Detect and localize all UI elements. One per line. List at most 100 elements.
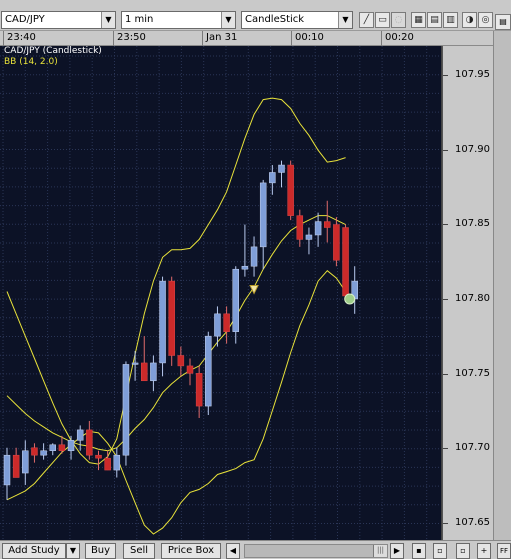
candle-body — [31, 447, 38, 456]
candle-body — [305, 234, 313, 240]
price-axis: 107.95 107.90 107.85 107.80 107.75 107.7… — [442, 46, 493, 540]
settings-icon[interactable]: ◎ — [478, 12, 493, 28]
candle-body — [205, 335, 212, 407]
candle-body — [122, 364, 130, 456]
price-label: 107.90 — [455, 144, 490, 155]
last-price-marker — [344, 293, 356, 305]
chart-title: CAD/JPY (Candlestick) — [4, 46, 102, 56]
time-label: 23:40 — [7, 32, 36, 43]
time-tick — [113, 31, 114, 46]
candle-body — [168, 280, 175, 356]
candle-body — [314, 221, 322, 236]
candle-body — [67, 440, 75, 451]
price-label: 107.65 — [455, 517, 490, 528]
bb-middle-band — [6, 215, 346, 452]
draw-line-button[interactable]: ╱ — [359, 12, 374, 28]
candle-body — [150, 362, 157, 382]
time-label: 00:20 — [385, 32, 414, 43]
candle-body — [342, 227, 349, 297]
time-label: 23:50 — [117, 32, 146, 43]
candle-body — [40, 450, 47, 456]
interval-value: 1 min — [125, 14, 154, 25]
time-axis: 23:40 23:50 Jan 31 00:10 00:20 — [0, 31, 493, 46]
collapse-button[interactable]: FF — [497, 543, 511, 559]
candle-body — [159, 280, 166, 364]
add-study-button[interactable]: Add Study — [2, 543, 66, 559]
candle-body — [58, 444, 66, 451]
grid-button[interactable]: ▦ — [411, 12, 426, 28]
candle-body — [214, 313, 221, 337]
candle-body — [296, 215, 304, 240]
candle-body — [3, 454, 11, 486]
candle-body — [177, 355, 185, 367]
candle-body — [12, 454, 20, 478]
candle-body — [141, 362, 148, 382]
price-label: 107.85 — [455, 218, 490, 229]
chevron-down-icon[interactable]: ▼ — [221, 12, 235, 28]
time-tick — [3, 31, 4, 46]
candle-body — [186, 365, 194, 374]
candle-body — [259, 182, 267, 248]
candle-body — [22, 450, 29, 474]
candle-body — [86, 429, 93, 456]
scroll-right-button[interactable]: ▶ — [390, 543, 404, 559]
scroll-left-button[interactable]: ◀ — [226, 543, 240, 559]
candle-body — [223, 313, 230, 332]
bottom-bar: Add Study ▼ Buy Sell Price Box ◀ ||| ▶ ▪… — [0, 540, 511, 559]
price-tick — [443, 299, 448, 300]
horizontal-scrollbar[interactable]: ||| — [244, 544, 388, 558]
zoom-out-button[interactable]: ▪ — [412, 543, 426, 559]
chart-plot[interactable]: CAD/JPY (Candlestick) BB (14, 2.0) — [0, 46, 442, 540]
price-label: 107.95 — [455, 69, 490, 80]
add-icon[interactable]: + — [477, 543, 491, 559]
time-label: Jan 31 — [206, 32, 238, 43]
candle-body — [324, 221, 331, 228]
window-option-button[interactable]: ▤ — [495, 14, 511, 30]
chevron-down-icon[interactable]: ▼ — [338, 12, 352, 28]
price-tick — [443, 150, 448, 151]
alert-flag-icon — [249, 285, 259, 295]
candle-body — [104, 457, 111, 471]
buy-button[interactable]: Buy — [85, 543, 116, 559]
candle-body — [195, 373, 203, 407]
price-tick — [443, 523, 448, 524]
rectangle-button[interactable]: ▭ — [375, 12, 390, 28]
eraser-button[interactable]: ◌ — [391, 12, 406, 28]
time-label: 00:10 — [295, 32, 324, 43]
sell-button[interactable]: Sell — [123, 543, 155, 559]
indicator-label: BB (14, 2.0) — [4, 57, 58, 67]
right-panel — [493, 31, 511, 540]
zoom-in-button[interactable]: ▫ — [456, 543, 470, 559]
candle-body — [76, 429, 84, 441]
chart-type-select[interactable]: CandleStick ▼ — [241, 11, 353, 29]
time-tick — [202, 31, 203, 46]
price-label: 107.70 — [455, 442, 490, 453]
table-button[interactable]: ▤ — [427, 12, 442, 28]
interval-select[interactable]: 1 min ▼ — [121, 11, 236, 29]
candle-body — [250, 246, 258, 267]
price-tick — [443, 224, 448, 225]
symbol-value: CAD/JPY — [5, 14, 45, 25]
chevron-down-icon[interactable]: ▼ — [101, 12, 115, 28]
candle-body — [113, 454, 121, 471]
contrast-icon[interactable]: ◑ — [462, 12, 477, 28]
candle-body — [95, 454, 102, 459]
chart-type-value: CandleStick — [245, 14, 305, 25]
candlestick-chart[interactable] — [0, 46, 442, 540]
time-tick — [291, 31, 292, 46]
add-study-dropdown[interactable]: ▼ — [66, 543, 80, 559]
scroll-thumb[interactable]: ||| — [373, 545, 387, 557]
symbol-select[interactable]: CAD/JPY ▼ — [1, 11, 116, 29]
candle-body — [241, 265, 249, 270]
price-label: 107.80 — [455, 293, 490, 304]
zoom-reset-button[interactable]: ▫ — [433, 543, 447, 559]
price-label: 107.75 — [455, 368, 490, 379]
candle-body — [278, 164, 285, 173]
candle-body — [131, 362, 139, 365]
candle-body — [49, 444, 56, 451]
price-box-button[interactable]: Price Box — [161, 543, 221, 559]
layout-button[interactable]: ▥ — [443, 12, 458, 28]
candle-body — [269, 172, 276, 184]
candle-body — [287, 164, 294, 216]
